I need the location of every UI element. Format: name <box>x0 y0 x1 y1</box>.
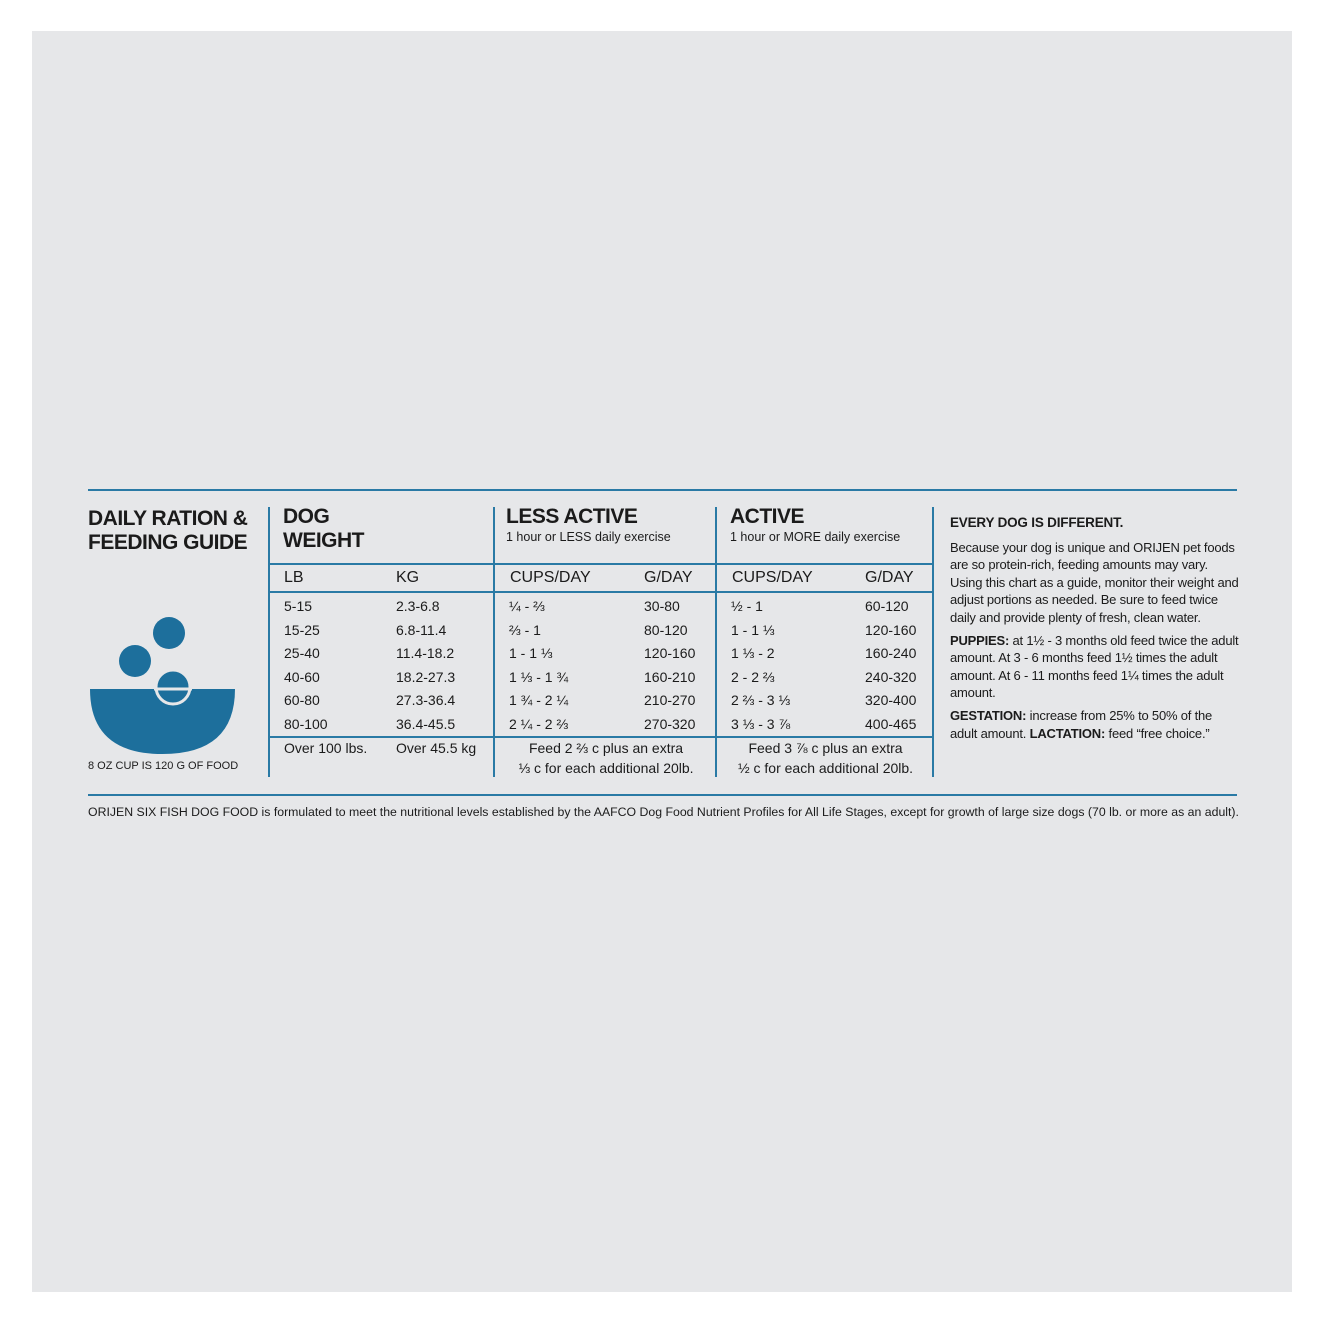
note-paragraph: GESTATION: increase from 25% to 50% of t… <box>950 707 1240 742</box>
table-cell: 6.8-11.4 <box>396 621 447 638</box>
table-cell: 80-120 <box>644 621 688 638</box>
notes: EVERY DOG IS DIFFERENT. Because your dog… <box>950 514 1240 747</box>
table-cell: 120-160 <box>865 621 917 638</box>
divider <box>715 507 717 777</box>
note-lead: PUPPIES: <box>950 632 1010 648</box>
title: FEEDING GUIDE <box>88 531 248 554</box>
rule <box>88 794 1237 796</box>
rule <box>88 489 1237 491</box>
note-text: increase from 25% to 50% of the adult am… <box>950 707 1213 741</box>
column-header: KG <box>396 569 420 586</box>
table-cell: 5-15 <box>284 598 313 614</box>
column-header: LB <box>284 569 304 586</box>
table-cell: 2 ⅔ - 3 ⅓ <box>731 692 791 709</box>
table-cell: 160-240 <box>865 645 917 662</box>
table-cell: 120-160 <box>644 645 696 662</box>
column-header: CUPS/DAY <box>732 569 813 586</box>
cup-note: 8 OZ CUP IS 120 G OF FOOD <box>88 760 239 772</box>
note-text: at 1½ - 3 months old feed twice the adul… <box>950 632 1239 701</box>
table-cell: 320-400 <box>865 692 917 709</box>
note-text: Because your dog is unique and ORIJEN pe… <box>950 539 1239 625</box>
table-cell: 270-320 <box>644 716 696 732</box>
table-cell: 2 ¼ - 2 ⅔ <box>509 716 569 732</box>
table-cell: 1 ¾ - 2 ¼ <box>509 692 569 709</box>
bowl-icon <box>90 617 235 754</box>
group-title: DOG <box>283 505 330 528</box>
divider <box>493 507 495 777</box>
row-rule <box>269 736 933 738</box>
footer: ORIJEN SIX FISH DOG FOOD is formulated t… <box>88 805 1239 819</box>
table-cell: Over 45.5 kg <box>396 740 477 756</box>
table-cell: 40-60 <box>284 668 320 685</box>
table-cell: 11.4-18.2 <box>396 645 455 662</box>
note-lead: GESTATION: <box>950 707 1027 723</box>
table-cell: 60-80 <box>284 692 320 709</box>
table-cell: 3 ⅓ - 3 ⅞ <box>731 716 791 732</box>
table-cell: ⅔ - 1 <box>509 621 541 638</box>
table-cell: 25-40 <box>284 645 320 662</box>
notes-heading: EVERY DOG IS DIFFERENT. <box>950 515 1124 530</box>
table-cell: Over 100 lbs. <box>284 740 368 756</box>
table-cell: 1 - 1 ⅓ <box>509 645 553 662</box>
table-cell: ¼ - ⅔ <box>509 598 545 614</box>
table-cell: 60-120 <box>865 598 909 614</box>
divider <box>268 507 270 777</box>
table-cell: 1 - 1 ⅓ <box>731 621 775 638</box>
column-header: G/DAY <box>644 569 693 586</box>
table-cell: 1 ⅓ - 1 ¾ <box>509 668 569 685</box>
table-cell: 1 ⅓ - 2 <box>731 645 775 662</box>
group-title: ACTIVE <box>730 505 805 528</box>
group-subtitle: 1 hour or MORE daily exercise <box>730 530 901 544</box>
row-rule <box>269 591 933 593</box>
table-cell: 15-25 <box>284 621 320 638</box>
table-cell: ⅓ c for each additional 20lb. <box>518 759 694 776</box>
table-cell: 80-100 <box>284 716 328 732</box>
table-cell: 160-210 <box>644 668 696 685</box>
table-cell: 36.4-45.5 <box>396 716 456 732</box>
note-paragraph: Because your dog is unique and ORIJEN pe… <box>950 539 1240 627</box>
table-cell: 27.3-36.4 <box>396 692 456 709</box>
table-cell: 400-465 <box>865 716 917 732</box>
table-cell: Feed 3 ⅞ c plus an extra <box>748 740 903 756</box>
table-cell: ½ - 1 <box>731 598 763 614</box>
table-cell: ½ c for each additional 20lb. <box>737 759 914 776</box>
table-cell: 30-80 <box>644 598 680 614</box>
group-title: LESS ACTIVE <box>506 505 638 528</box>
title: DAILY RATION & <box>88 507 248 530</box>
row-rule <box>269 563 933 565</box>
group-subtitle: 1 hour or LESS daily exercise <box>506 530 671 544</box>
panel <box>32 31 1292 1292</box>
table-cell: 240-320 <box>865 668 917 685</box>
table-cell: 18.2-27.3 <box>396 668 456 685</box>
table-cell: 2 - 2 ⅔ <box>731 668 775 685</box>
table-cell: 210-270 <box>644 692 696 709</box>
table-cell: Feed 2 ⅔ c plus an extra <box>528 740 684 756</box>
column-header: CUPS/DAY <box>510 569 591 586</box>
note-paragraph: PUPPIES: at 1½ - 3 months old feed twice… <box>950 632 1240 702</box>
note-lead: LACTATION: <box>1029 725 1106 741</box>
note-text: feed “free choice.” <box>1108 725 1210 741</box>
column-header: G/DAY <box>865 569 914 586</box>
divider <box>932 507 934 777</box>
table-cell: 2.3-6.8 <box>396 598 440 614</box>
group-title: WEIGHT <box>283 529 365 552</box>
